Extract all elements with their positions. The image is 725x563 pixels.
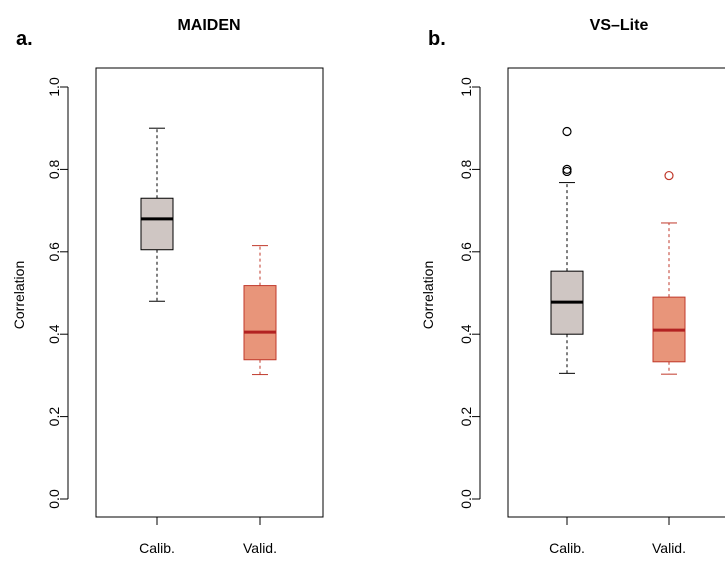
panel-a-ytick-label: 0.2 — [46, 407, 62, 427]
panel-b-ytick-label: 0.6 — [458, 242, 474, 262]
panel-b-box-calib-outlier — [562, 166, 572, 177]
panel-b-title: VS–Lite — [590, 17, 649, 34]
panel-a-box-valid-iqr-box — [243, 285, 277, 361]
panel-b-ytick-label: 0.2 — [458, 407, 474, 427]
panel-a-ytick-label: 0.4 — [46, 324, 62, 344]
panel-b-plot-frame — [507, 67, 725, 518]
panel-a-label: a. — [16, 28, 33, 50]
panel-a-ytick-label: 0.8 — [46, 159, 62, 179]
panel-a-box-valid — [243, 245, 277, 376]
panel-b: b. VS–Lite Correlation 0.0 0.2 0.4 0.6 0.8 1.… — [420, 17, 725, 556]
panel-a-category-label: Valid. — [243, 540, 277, 556]
panel-b-category-label: Calib. — [549, 540, 585, 556]
panel-a-ytick-label: 0.0 — [46, 489, 62, 509]
panel-a-box-calib — [140, 127, 174, 302]
panel-a-plot-frame — [95, 67, 324, 518]
panel-a-ylabel: Correlation — [11, 261, 27, 329]
panel-a-ytick-label: 1.0 — [46, 77, 62, 97]
panel-a-ytick-label: 0.6 — [46, 242, 62, 262]
panel-b-box-valid-outlier — [664, 170, 674, 181]
panel-a-box-calib-iqr-box — [140, 197, 174, 251]
panel-b-ytick-label: 0.0 — [458, 489, 474, 509]
panel-b-box-calib — [550, 126, 584, 374]
panel-b-ytick-label: 1.0 — [458, 77, 474, 97]
panel-a-category-label: Calib. — [139, 540, 175, 556]
panel-b-box-calib-outlier — [562, 126, 572, 137]
panel-a: a. MAIDEN Correlation 0.0 0.2 0.4 0.6 0.8 1.0… — [11, 17, 324, 556]
panel-b-ytick-label: 0.8 — [458, 159, 474, 179]
panel-b-box-valid — [652, 170, 686, 375]
panel-b-label: b. — [428, 28, 446, 50]
panel-b-ytick-label: 0.4 — [458, 324, 474, 344]
panel-b-ylabel: Correlation — [420, 261, 436, 329]
panel-b-category-label: Valid. — [652, 540, 686, 556]
panel-a-title: MAIDEN — [177, 17, 240, 34]
